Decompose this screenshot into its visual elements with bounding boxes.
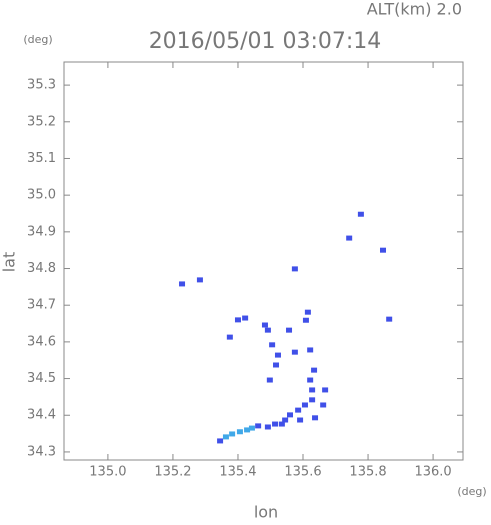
echo-point <box>312 415 319 421</box>
y-tick-label: 34.6 <box>27 334 56 349</box>
x-axis-label: lon <box>254 503 278 522</box>
y-tick-label: 35.3 <box>27 78 56 93</box>
echo-point <box>304 309 311 315</box>
y-axis-label: lat <box>0 252 19 273</box>
echo-point <box>274 352 281 358</box>
echo-point <box>255 423 262 429</box>
x-tick-label: 135.6 <box>284 465 321 480</box>
echo-point <box>386 316 393 322</box>
echo-point <box>307 377 314 383</box>
echo-point <box>261 322 268 328</box>
echo-point <box>179 281 186 287</box>
x-tick-label: 135.2 <box>154 465 191 480</box>
echo-point <box>269 342 276 348</box>
y-tick-label: 34.7 <box>27 298 56 313</box>
x-tick-label: 135.4 <box>219 465 256 480</box>
y-tick-label: 35.1 <box>27 151 56 166</box>
echo-point <box>311 367 318 373</box>
echo-point <box>302 317 309 323</box>
echo-point <box>291 349 298 355</box>
header: ALT(km) 2.0 <box>367 0 462 19</box>
echo-point <box>309 397 316 403</box>
echo-point <box>291 266 298 272</box>
echo-point <box>217 438 224 444</box>
echo-point <box>242 315 249 321</box>
x-unit: (deg) <box>457 485 486 498</box>
echo-point <box>229 431 236 437</box>
echo-point <box>278 421 285 427</box>
echo-point <box>266 377 273 383</box>
x-tick-label: 135.8 <box>349 465 386 480</box>
y-tick-label: 34.8 <box>27 261 56 276</box>
echo-point <box>282 417 289 423</box>
echo-point <box>286 327 293 333</box>
echo-point <box>295 407 302 413</box>
echo-point <box>226 334 233 340</box>
echo-point <box>272 421 279 427</box>
echo-point <box>236 429 243 435</box>
echo-point <box>322 387 329 393</box>
echo-point <box>309 387 316 393</box>
echo-point <box>287 412 294 418</box>
y-unit: (deg) <box>23 33 52 46</box>
echo-point <box>301 402 308 408</box>
echo-point <box>320 402 327 408</box>
echo-point <box>357 211 364 217</box>
echo-point <box>273 362 280 368</box>
echo-point <box>346 235 353 241</box>
y-tick-label: 34.4 <box>27 408 56 423</box>
y-tick-label: 34.3 <box>27 444 56 459</box>
y-tick-label: 35.0 <box>27 188 56 203</box>
echo-point <box>307 347 314 353</box>
echo-point <box>196 277 203 283</box>
echo-point <box>264 424 271 430</box>
plot-frame <box>63 61 464 461</box>
echo-point <box>234 317 241 323</box>
echo-point <box>297 417 304 423</box>
y-tick-label: 34.9 <box>27 224 56 239</box>
x-tick-label: 135.0 <box>89 465 126 480</box>
y-tick-label: 35.2 <box>27 114 56 129</box>
y-tick-label: 34.5 <box>27 371 56 386</box>
echo-point <box>244 427 251 433</box>
echo-point <box>248 425 255 431</box>
echo-point <box>222 434 229 440</box>
chart-title: 2016/05/01 03:07:14 <box>149 29 382 54</box>
echo-point <box>380 247 387 253</box>
x-tick-label: 136.0 <box>414 465 451 480</box>
echo-point <box>264 327 271 333</box>
